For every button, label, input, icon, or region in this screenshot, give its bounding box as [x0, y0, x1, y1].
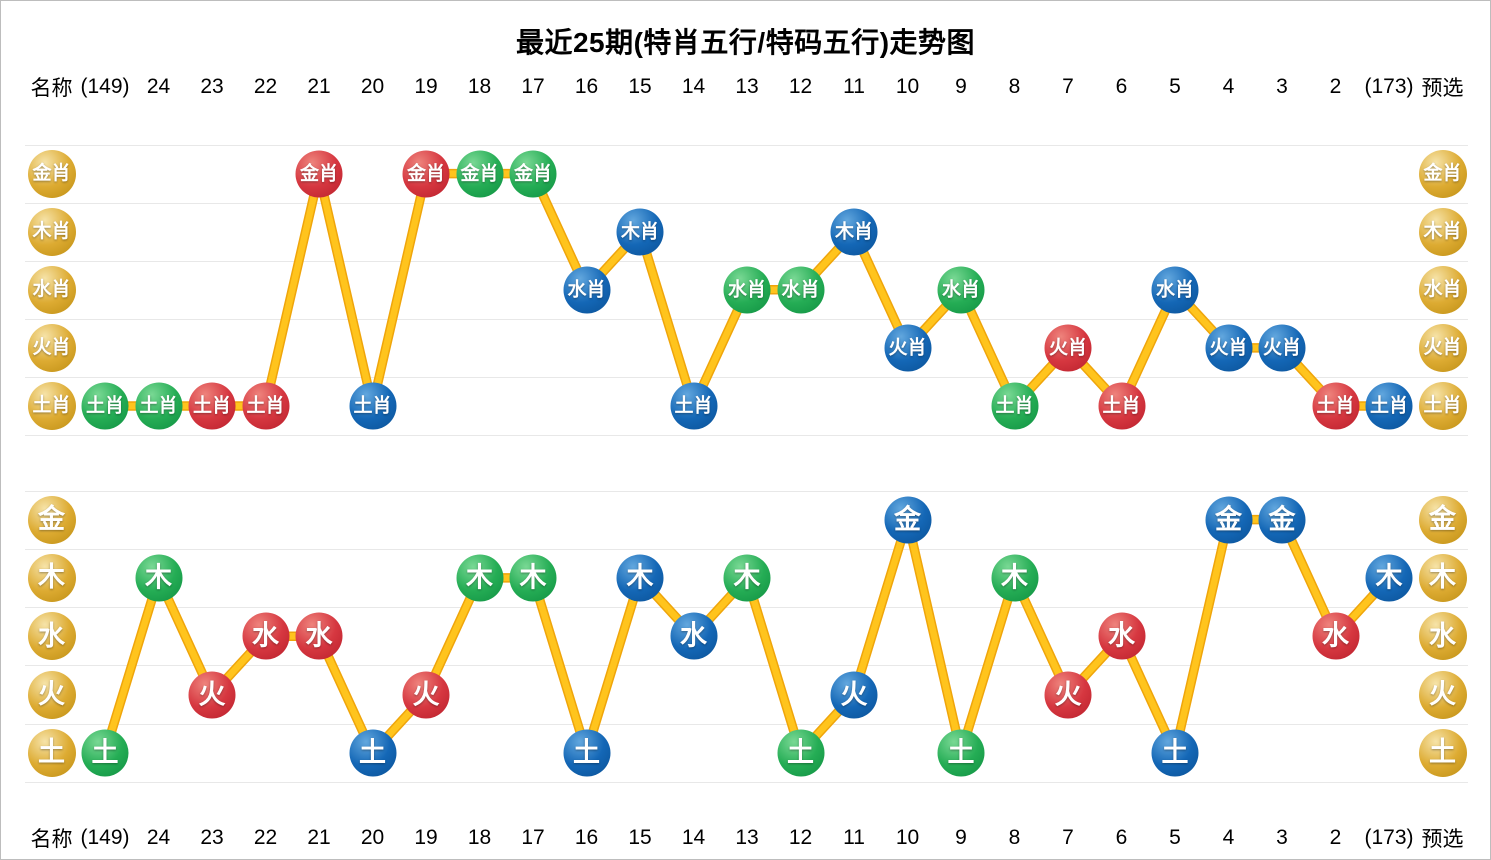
- header-cell: 18: [467, 75, 492, 98]
- footer-cell: 6: [1115, 826, 1128, 849]
- footer-cell: 14: [681, 826, 706, 849]
- footer-cell: 16: [574, 826, 599, 849]
- footer-cell: 名称: [30, 828, 73, 851]
- header-cell: 9: [955, 75, 967, 98]
- header-cell: 17: [521, 75, 545, 98]
- footer-cell: 13: [735, 826, 759, 849]
- footer-cell: 4: [1222, 826, 1235, 849]
- footer-cell: 20: [360, 826, 385, 849]
- header-cell: 8: [1008, 75, 1021, 98]
- footer-cell: 7: [1062, 826, 1074, 849]
- footer-cell: 15: [628, 826, 652, 849]
- footer-cell: (173): [1364, 826, 1414, 849]
- header-cell: (149): [80, 75, 130, 98]
- header-cell: (173): [1364, 75, 1414, 98]
- header-cell: 2: [1329, 75, 1342, 98]
- header-cell: 23: [200, 75, 224, 98]
- header-cell: 24: [146, 75, 171, 98]
- footer-cell: 5: [1169, 826, 1181, 849]
- footer-cell: 10: [895, 826, 920, 849]
- header-cell: 14: [681, 75, 706, 98]
- header-cell: 12: [788, 75, 813, 98]
- header-cell: 11: [843, 75, 865, 98]
- gridline: [25, 144, 1468, 146]
- header-cell: 7: [1062, 75, 1074, 98]
- footer-cell: 21: [307, 826, 331, 849]
- header-cell: 21: [307, 75, 331, 98]
- footer-cell: 12: [788, 826, 813, 849]
- footer-cell: 23: [200, 826, 224, 849]
- header-cell: 3: [1276, 75, 1288, 98]
- gridline: [25, 490, 1468, 492]
- header-cell: 4: [1222, 75, 1235, 98]
- footer-cell: (149): [80, 826, 130, 849]
- header-cell: 6: [1115, 75, 1128, 98]
- footer-cell: 24: [146, 826, 171, 849]
- header-cell: 13: [735, 75, 759, 98]
- footer-cell: 预选: [1421, 828, 1464, 851]
- preselect-ball[interactable]: 水: [1418, 612, 1467, 661]
- footer-cell: 17: [521, 826, 545, 849]
- gridline: [25, 782, 1468, 783]
- footer-cell: 11: [843, 826, 865, 849]
- header-cell: 预选: [1421, 77, 1464, 100]
- footer-cell: 2: [1329, 826, 1342, 849]
- header-cell: 15: [628, 75, 652, 98]
- header-cell: 名称: [30, 77, 73, 100]
- gridline: [25, 435, 1468, 436]
- header-cell: 20: [360, 75, 385, 98]
- footer-cell: 19: [414, 826, 438, 849]
- footer-cell: 22: [253, 826, 278, 849]
- footer-cell: 3: [1276, 826, 1288, 849]
- header-cell: 10: [895, 75, 920, 98]
- header-cell: 22: [253, 75, 278, 98]
- footer-cell: 9: [955, 826, 967, 849]
- footer-cell: 8: [1008, 826, 1021, 849]
- footer-cell: 18: [467, 826, 492, 849]
- header-cell: 5: [1169, 75, 1181, 98]
- header-cell: 19: [414, 75, 438, 98]
- header-cell: 16: [574, 75, 599, 98]
- page-title: 最近25期(特肖五行/特码五行)走势图: [515, 27, 976, 58]
